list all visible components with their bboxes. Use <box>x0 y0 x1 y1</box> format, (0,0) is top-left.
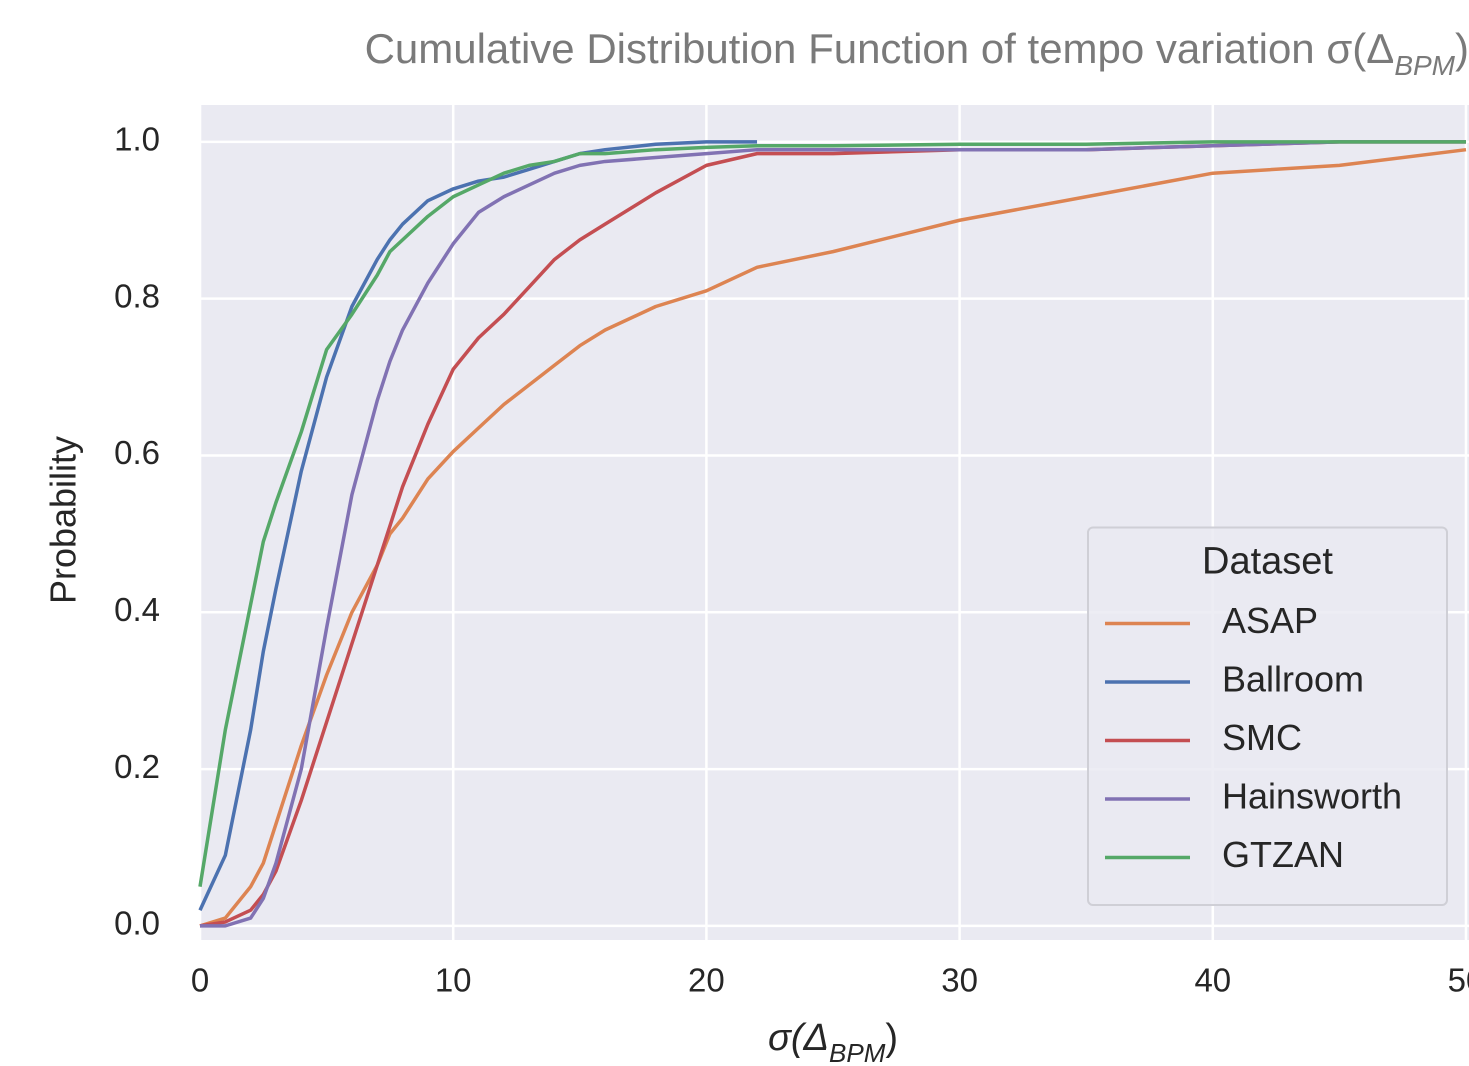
legend-label: Ballroom <box>1222 659 1364 700</box>
legend-label: ASAP <box>1222 600 1318 641</box>
lines <box>198 140 1467 928</box>
title-sub: BPM <box>1394 50 1455 81</box>
chart-title: Cumulative Distribution Function of temp… <box>365 25 1469 81</box>
xlabel-text: σ(Δ <box>768 1017 829 1059</box>
series-line <box>199 147 1467 928</box>
x-axis-label: σ(ΔBPM) <box>768 1017 898 1066</box>
x-tick-label: 20 <box>688 962 725 999</box>
y-tick-label: 0.6 <box>114 434 160 471</box>
series-line <box>199 140 1466 928</box>
series-line <box>200 140 1466 928</box>
y-tick-label: 0.4 <box>114 591 160 628</box>
y-axis-label: Probability <box>43 436 84 604</box>
x-tick-label: 0 <box>191 962 209 999</box>
x-tick-label: 30 <box>941 962 978 999</box>
x-tick-label: 50 <box>1448 962 1469 999</box>
y-tick-label: 0.2 <box>114 748 160 785</box>
series-line <box>198 140 1466 887</box>
xlabel-end: ) <box>885 1017 898 1059</box>
x-tick-label: 40 <box>1194 962 1231 999</box>
series-line <box>198 140 758 911</box>
legend-label: GTZAN <box>1222 834 1344 875</box>
legend-label: SMC <box>1222 717 1302 758</box>
x-tick-label: 10 <box>435 962 472 999</box>
legend: Dataset ASAP Ballroom SMC Hainsworth GTZAN <box>1087 526 1448 906</box>
legend-title: Dataset <box>1202 541 1333 583</box>
title-end: ) <box>1455 25 1469 72</box>
y-tick-label: 0.0 <box>114 905 160 942</box>
title-text: Cumulative Distribution Function of temp… <box>365 25 1395 72</box>
xlabel-sub: BPM <box>829 1038 886 1066</box>
y-tick-label: 1.0 <box>114 121 160 158</box>
legend-label: Hainsworth <box>1222 776 1402 817</box>
y-tick-label: 0.8 <box>114 277 160 314</box>
